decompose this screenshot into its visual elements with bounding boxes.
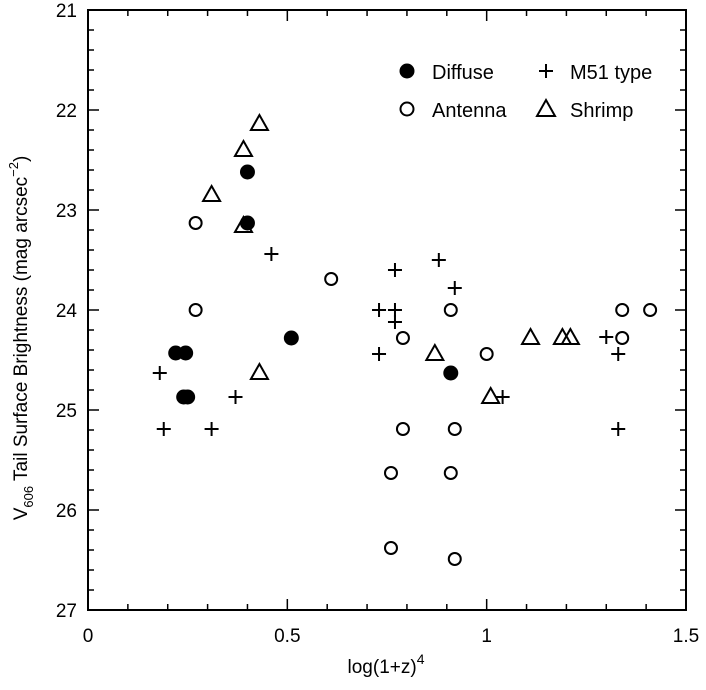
- y-axis-label-sup: −2: [6, 162, 21, 177]
- legend-label-antenna: Antenna: [432, 100, 507, 122]
- y-tick-label: 22: [56, 101, 77, 122]
- data-points: [152, 112, 658, 566]
- legend-item-m51: M51 type: [539, 62, 652, 84]
- legend-marker-diffuse: [399, 63, 415, 79]
- point-m51-type: [372, 347, 387, 361]
- y-axis-label-rest: Tail Surface Brightness (mag arcsec: [11, 177, 32, 486]
- x-tick-label: 1: [481, 626, 492, 647]
- x-axis-label-base: log(1+z): [348, 657, 417, 678]
- point-antenna: [188, 216, 203, 230]
- point-m51-type: [387, 263, 402, 277]
- point-diffuse: [283, 330, 299, 346]
- point-shrimp: [560, 326, 581, 345]
- point-antenna: [615, 303, 630, 317]
- point-antenna: [443, 466, 458, 480]
- x-axis-label: log(1+z)4: [348, 651, 425, 678]
- point-m51-type: [264, 247, 279, 261]
- point-antenna: [324, 272, 339, 286]
- point-antenna: [479, 347, 494, 361]
- point-antenna: [443, 303, 458, 317]
- point-shrimp: [480, 385, 501, 404]
- point-antenna: [447, 422, 462, 436]
- legend-item-diffuse: Diffuse: [399, 62, 494, 84]
- point-shrimp: [249, 112, 270, 131]
- legend-label-m51: M51 type: [570, 62, 652, 84]
- x-tick-labels: 0 0.5 1 1.5: [83, 626, 700, 647]
- point-shrimp: [520, 326, 541, 345]
- point-m51-type: [372, 303, 387, 317]
- plot-frame: [87, 9, 687, 611]
- y-tick-label: 27: [56, 601, 77, 622]
- y-tick-label: 23: [56, 201, 77, 222]
- legend-label-diffuse: Diffuse: [432, 62, 494, 84]
- legend-marker-m51: [539, 64, 553, 78]
- point-m51-type: [599, 330, 614, 344]
- point-antenna: [395, 331, 410, 345]
- point-shrimp: [249, 361, 270, 380]
- point-m51-type: [152, 366, 167, 380]
- point-m51-type: [495, 390, 510, 404]
- point-m51-type: [387, 303, 402, 317]
- point-antenna: [383, 466, 398, 480]
- y-tick-label: 24: [56, 301, 78, 322]
- point-m51-type: [204, 422, 219, 436]
- point-shrimp: [233, 138, 254, 157]
- y-tick-label: 25: [56, 401, 77, 422]
- point-m51-type: [447, 281, 462, 295]
- point-m51-type: [156, 422, 171, 436]
- point-diffuse: [180, 389, 196, 405]
- point-shrimp: [424, 342, 446, 361]
- point-antenna: [395, 422, 410, 436]
- point-diffuse: [443, 365, 459, 381]
- point-antenna: [615, 331, 630, 345]
- point-antenna: [383, 541, 398, 555]
- point-shrimp: [201, 183, 222, 202]
- y-axis-label-main: V: [11, 507, 32, 520]
- legend-item-shrimp: Shrimp: [535, 97, 633, 122]
- point-m51-type: [387, 315, 402, 329]
- point-shrimp: [233, 214, 254, 233]
- x-tick-label: 1.5: [673, 626, 699, 647]
- point-m51-type: [228, 390, 243, 404]
- point-antenna: [188, 303, 203, 317]
- legend-marker-shrimp: [535, 97, 557, 117]
- y-tick-label: 26: [56, 501, 77, 522]
- point-diffuse: [239, 164, 255, 180]
- x-axis-label-sup: 4: [417, 651, 425, 667]
- y-tick-label: 21: [56, 1, 77, 22]
- legend-marker-antenna: [399, 101, 415, 117]
- y-axis-label: V606 Tail Surface Brightness (mag arcsec…: [6, 156, 36, 521]
- point-m51-type: [611, 347, 626, 361]
- point-diffuse: [178, 345, 194, 361]
- y-axis-label-sub: 606: [21, 486, 36, 508]
- y-axis-label-close: ): [11, 156, 32, 162]
- point-antenna: [643, 303, 658, 317]
- point-m51-type: [611, 422, 626, 436]
- legend: Diffuse M51 type Antenna Shrimp: [399, 62, 652, 122]
- x-tick-label: 0: [83, 626, 94, 647]
- legend-item-antenna: Antenna: [399, 100, 507, 122]
- legend-label-shrimp: Shrimp: [570, 100, 633, 122]
- y-tick-labels: 21 22 23 24 25 26 27: [56, 1, 78, 622]
- x-tick-label: 0.5: [274, 626, 300, 647]
- point-m51-type: [431, 253, 446, 267]
- point-antenna: [447, 552, 462, 566]
